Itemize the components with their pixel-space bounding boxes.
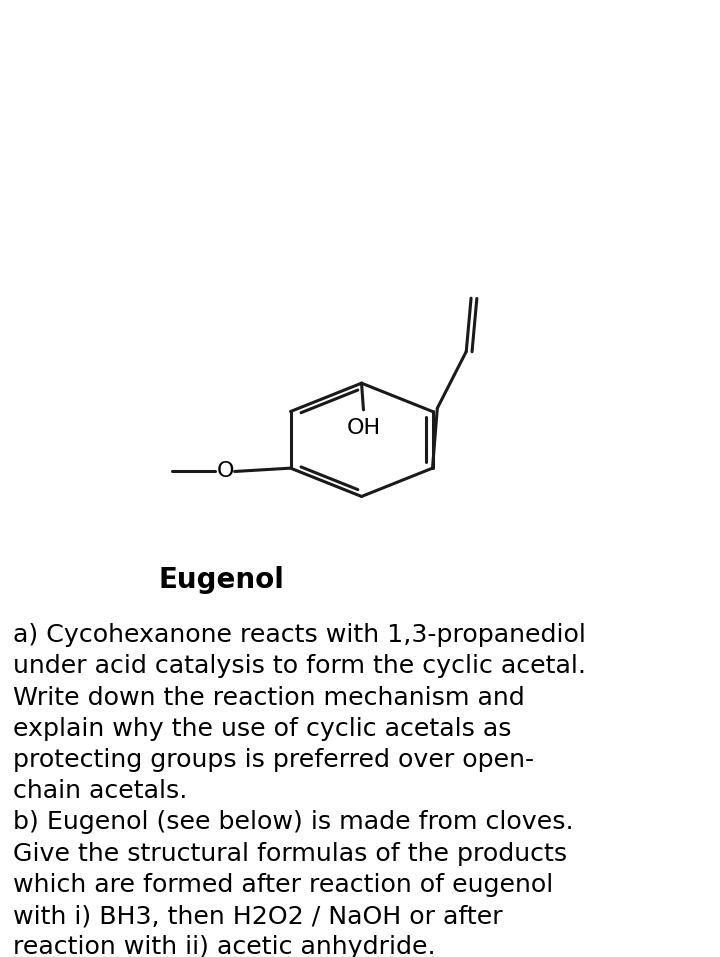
Text: O: O xyxy=(216,461,234,481)
Text: OH: OH xyxy=(346,418,381,438)
Text: Eugenol: Eugenol xyxy=(159,566,284,593)
Text: a) Cycohexanone reacts with 1,3-propanediol
under acid catalysis to form the cyc: a) Cycohexanone reacts with 1,3-propaned… xyxy=(14,623,587,957)
